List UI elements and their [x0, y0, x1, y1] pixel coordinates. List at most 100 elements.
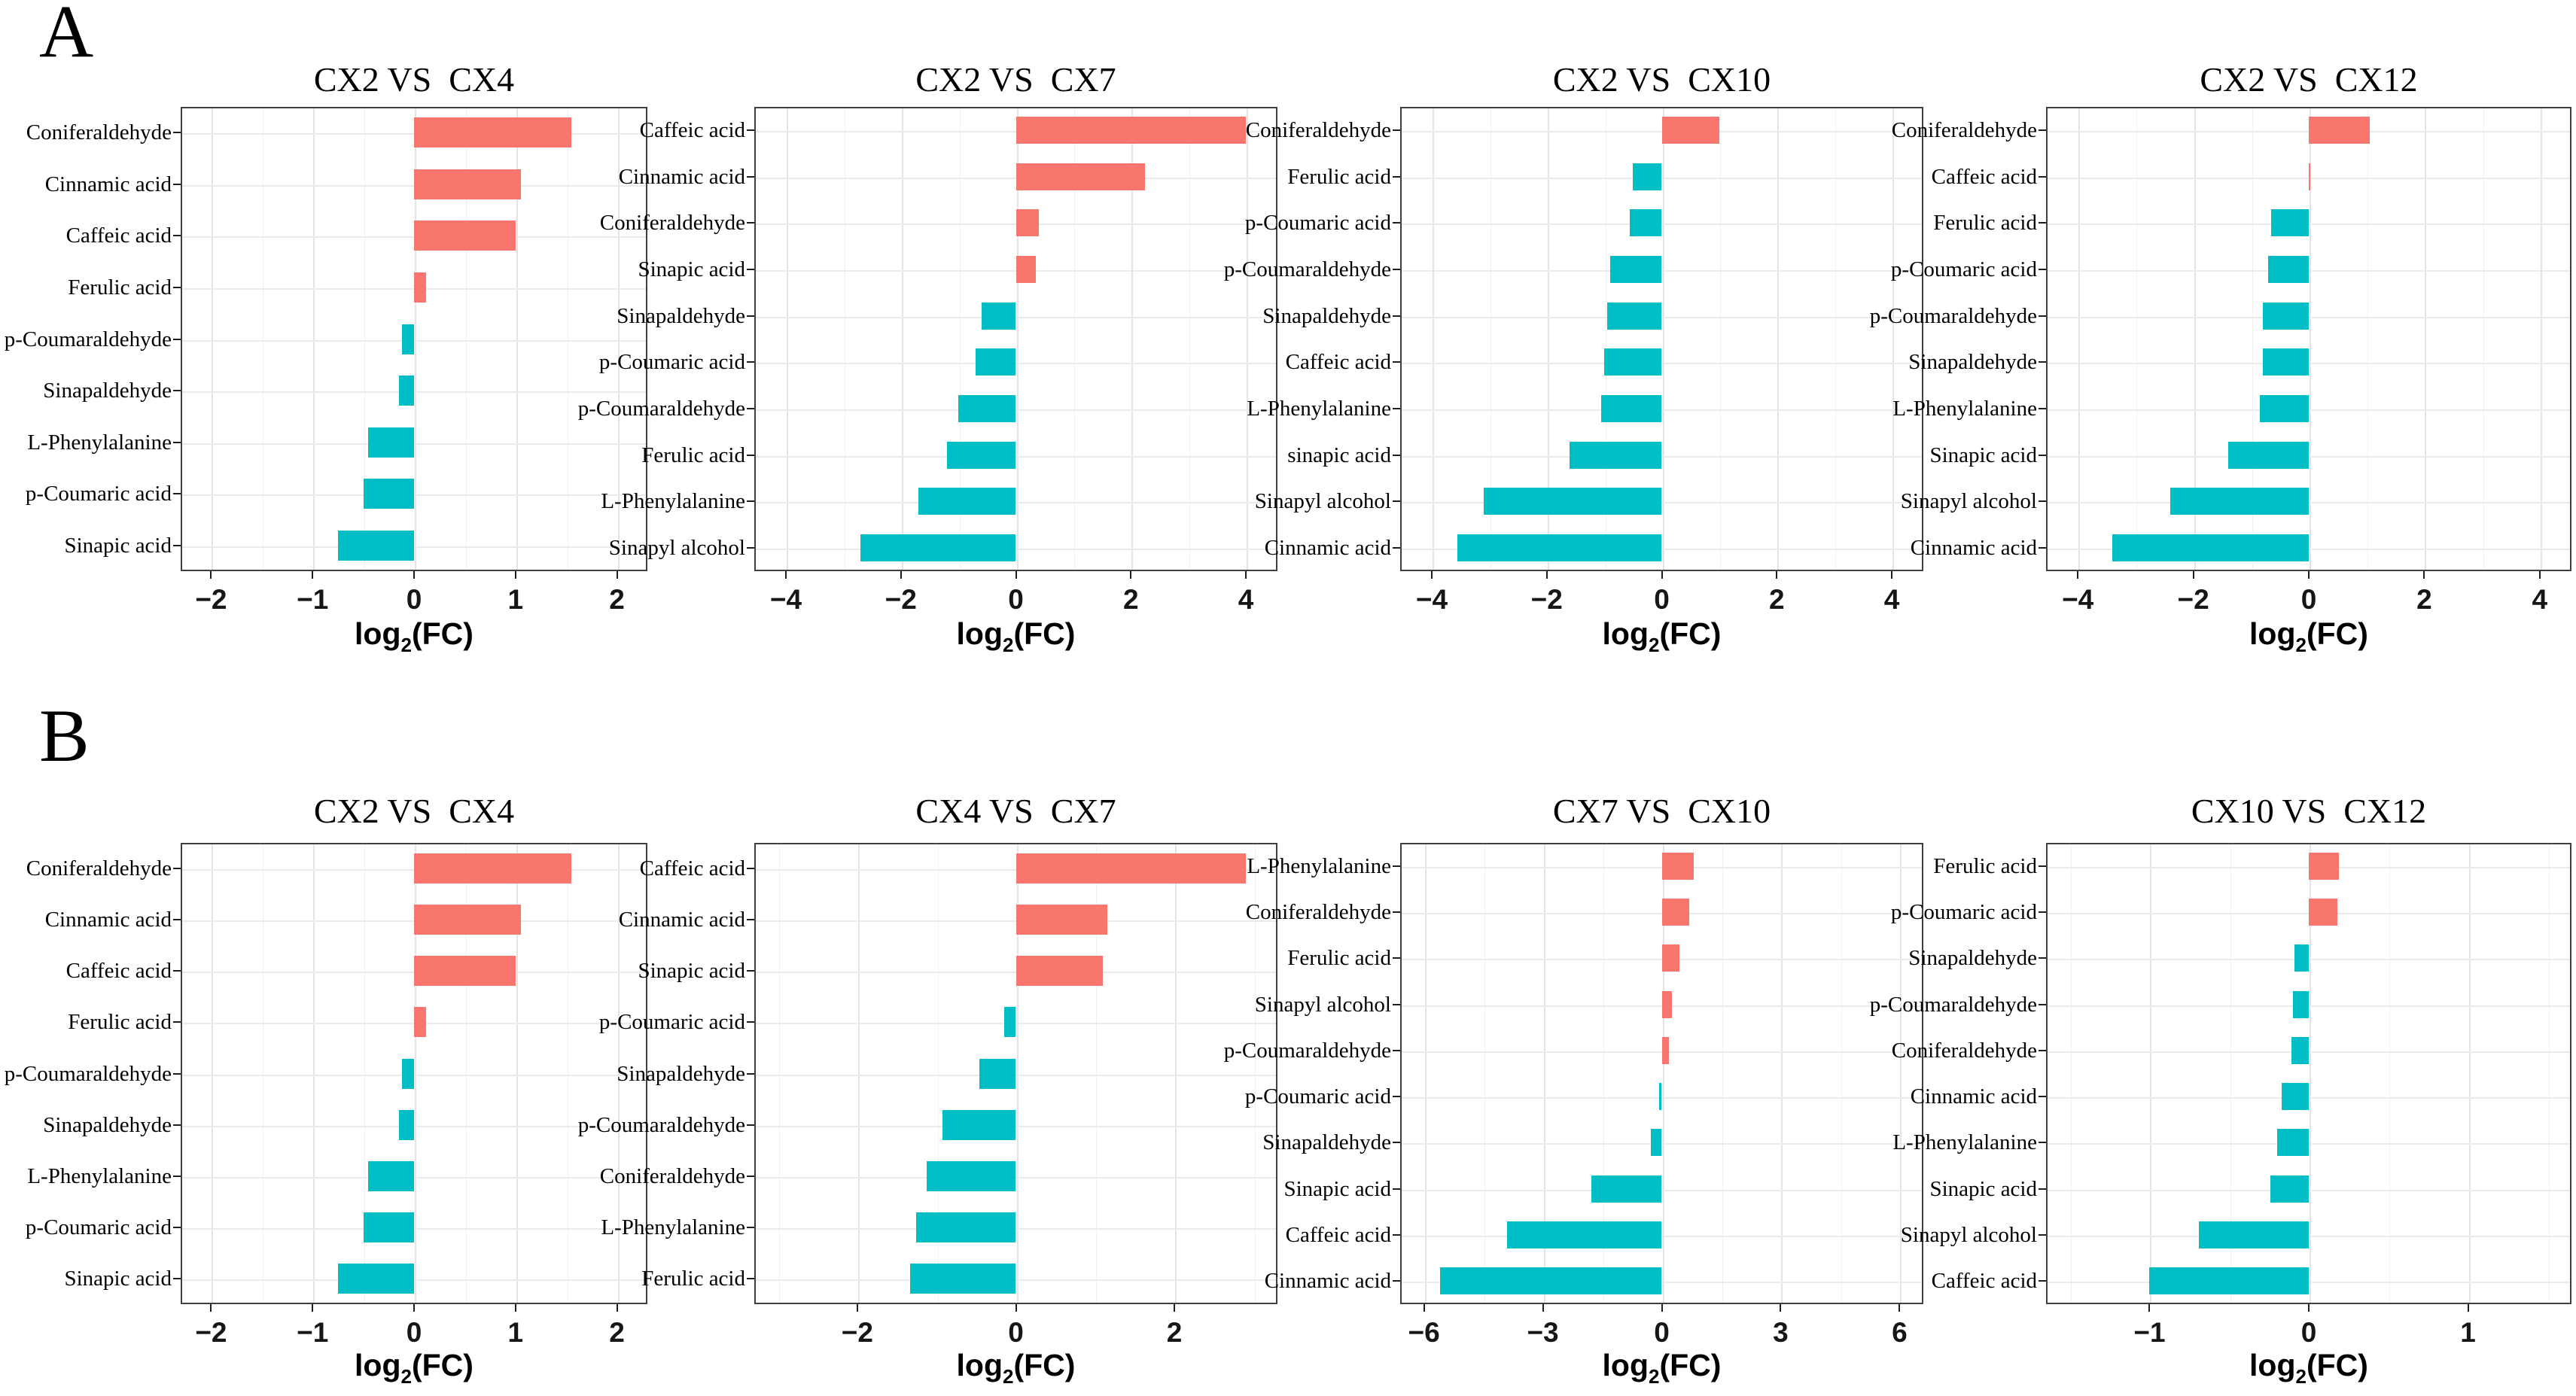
- x-axis-title-rest: (FC): [1013, 1348, 1076, 1382]
- y-axis-tick: [1393, 1234, 1400, 1236]
- x-axis-tick: [1780, 1304, 1782, 1312]
- category-label: Sinapaldehyde: [617, 1061, 745, 1086]
- gridline-category: [2048, 363, 2570, 365]
- gridline-major: [2310, 844, 2311, 1303]
- bar-down: [1439, 1267, 1662, 1295]
- gridline-major: [1246, 108, 1248, 570]
- bar-down: [2259, 395, 2309, 423]
- y-axis-tick: [747, 268, 754, 270]
- category-label: Caffeic acid: [1931, 164, 2037, 189]
- gridline-minor: [2252, 108, 2253, 570]
- x-tick-label: 0: [1654, 584, 1670, 615]
- gridline-category: [182, 1074, 646, 1076]
- y-axis-tick: [2039, 1280, 2046, 1282]
- x-axis-title: log2(FC): [1512, 1350, 1813, 1387]
- category-label: Coniferaldehyde: [26, 856, 172, 881]
- gridline-category: [182, 391, 646, 394]
- y-axis-tick: [1393, 911, 1400, 913]
- x-axis-tick: [2467, 1304, 2469, 1312]
- x-axis-title-subscript: 2: [1649, 634, 1660, 656]
- category-label: Sinapyl alcohol: [1900, 1223, 2037, 1248]
- x-tick-label: −2: [885, 584, 917, 615]
- bar-down: [918, 488, 1016, 516]
- bar-up: [1661, 898, 1690, 926]
- x-tick-label: 2: [1768, 584, 1785, 615]
- chart-title: CX7 VS CX10: [1552, 792, 1771, 830]
- category-label: p-Coumaraldehyde: [1223, 1038, 1391, 1063]
- x-tick-label: −4: [769, 584, 802, 615]
- bar-down: [1003, 1007, 1016, 1038]
- gridline-category: [756, 1176, 1276, 1179]
- bar-up: [1015, 956, 1104, 987]
- y-axis-tick: [173, 338, 181, 340]
- x-axis-title-rest: (FC): [1659, 616, 1722, 651]
- x-tick-label: 0: [1654, 1317, 1670, 1348]
- bar-up: [414, 956, 516, 987]
- x-tick-label: −1: [297, 1317, 329, 1348]
- x-tick-label: 2: [2416, 584, 2432, 615]
- gridline-major: [2194, 108, 2196, 570]
- category-label: Sinapaldehyde: [1908, 350, 2037, 375]
- x-tick-label: −2: [195, 584, 227, 615]
- x-tick-label: −2: [841, 1317, 873, 1348]
- gridline-category: [1402, 224, 1922, 226]
- gridline-major: [1543, 844, 1545, 1303]
- y-axis-tick: [2039, 500, 2046, 503]
- bar-up: [2309, 163, 2311, 190]
- gridline-category: [1402, 1143, 1922, 1145]
- gridline-minor: [2548, 844, 2550, 1303]
- y-axis-tick: [747, 547, 754, 549]
- y-axis-tick: [747, 970, 754, 972]
- category-label: Sinapic acid: [1929, 443, 2037, 467]
- y-axis-tick: [2039, 361, 2046, 363]
- x-tick-label: 1: [507, 1317, 524, 1348]
- y-axis-tick: [173, 1277, 181, 1279]
- x-axis-title: log2(FC): [2158, 619, 2459, 655]
- bar-up: [1015, 853, 1246, 884]
- gridline-major: [516, 108, 518, 570]
- gridline-category: [2048, 1005, 2570, 1007]
- category-label: Sinapyl alcohol: [1254, 992, 1391, 1017]
- gridline-major: [1016, 108, 1019, 570]
- gridline-minor: [465, 844, 467, 1303]
- x-tick-label: 3: [1773, 1317, 1789, 1348]
- bar-down: [1604, 348, 1662, 376]
- x-axis-title-base: log: [2249, 1348, 2296, 1382]
- bar-down: [2112, 534, 2309, 562]
- chart-title: CX2 VS CX12: [2200, 60, 2418, 99]
- bar-down: [2282, 1083, 2309, 1111]
- bar-down: [910, 1263, 1016, 1294]
- category-label: Caffeic acid: [639, 117, 745, 142]
- x-tick-label: 0: [1008, 584, 1024, 615]
- chart-title: CX2 VS CX4: [313, 792, 515, 830]
- gridline-minor: [2483, 108, 2484, 570]
- gridline-major: [1016, 844, 1019, 1303]
- bar-up: [2309, 898, 2338, 926]
- y-axis-tick: [747, 175, 754, 178]
- category-label: p-Coumaric acid: [1890, 257, 2037, 281]
- y-axis-tick: [1393, 1280, 1400, 1282]
- category-label: L-Phenylalanine: [1247, 853, 1391, 878]
- x-axis-tick: [1545, 571, 1548, 579]
- gridline-major: [1424, 844, 1427, 1303]
- gridline-major: [1662, 844, 1664, 1303]
- gridline-major: [787, 108, 788, 570]
- gridline-category: [1402, 502, 1922, 504]
- category-label: Sinapic acid: [1283, 1176, 1391, 1201]
- x-axis-title-rest: (FC): [411, 616, 473, 651]
- category-label: Coniferaldehyde: [599, 211, 745, 236]
- x-axis-tick: [2423, 571, 2425, 579]
- x-axis-title-base: log: [2249, 616, 2296, 651]
- bar-up: [414, 1007, 427, 1038]
- x-tick-label: −4: [2062, 584, 2094, 615]
- bar-down: [1457, 534, 1662, 562]
- category-label: Sinapaldehyde: [1908, 946, 2037, 971]
- y-axis-tick: [747, 919, 754, 921]
- x-tick-label: −6: [1408, 1317, 1440, 1348]
- y-axis-tick: [2039, 129, 2046, 131]
- gridline-minor: [2230, 844, 2231, 1303]
- bar-down: [1507, 1221, 1662, 1249]
- gridline-minor: [2389, 844, 2391, 1303]
- y-axis-tick: [173, 235, 181, 237]
- category-label: Cinnamic acid: [1910, 536, 2037, 561]
